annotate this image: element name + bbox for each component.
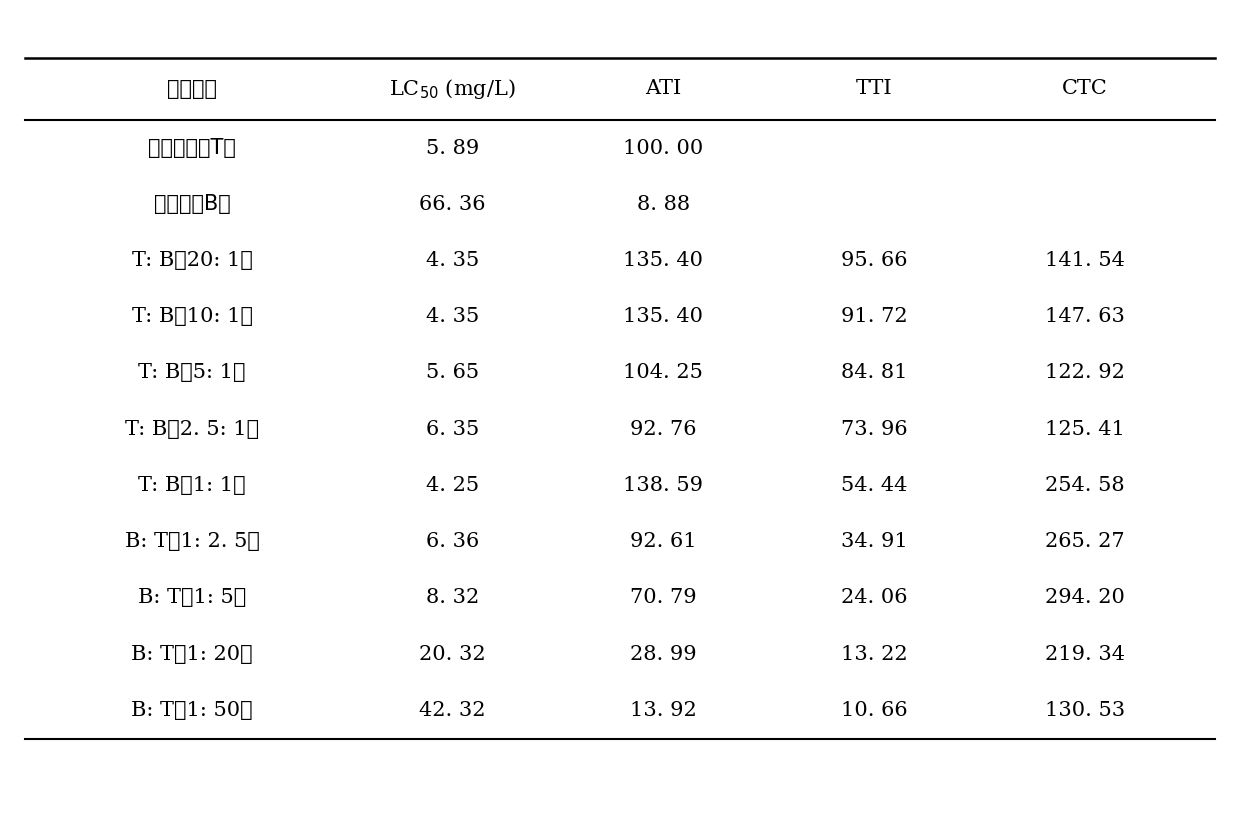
Text: T: B（5: 1）: T: B（5: 1） [139, 364, 246, 382]
Text: 70. 79: 70. 79 [630, 589, 697, 607]
Text: 丙渴磷（B）: 丙渴磷（B） [154, 194, 231, 214]
Text: T: B（1: 1）: T: B（1: 1） [139, 476, 246, 495]
Text: 130. 53: 130. 53 [1045, 701, 1125, 719]
Text: 135. 40: 135. 40 [624, 251, 703, 270]
Text: 20. 32: 20. 32 [419, 645, 486, 663]
Text: 42. 32: 42. 32 [419, 701, 486, 719]
Text: 6. 36: 6. 36 [427, 533, 479, 551]
Text: 5. 65: 5. 65 [427, 364, 479, 382]
Text: 104. 25: 104. 25 [624, 364, 703, 382]
Text: 5. 89: 5. 89 [427, 139, 479, 157]
Text: 122. 92: 122. 92 [1045, 364, 1125, 382]
Text: 10. 66: 10. 66 [841, 701, 908, 719]
Text: 138. 59: 138. 59 [624, 476, 703, 495]
Text: B: T（1: 5）: B: T（1: 5） [138, 589, 247, 607]
Text: 13. 92: 13. 92 [630, 701, 697, 719]
Text: 265. 27: 265. 27 [1045, 533, 1125, 551]
Text: 8. 88: 8. 88 [637, 195, 689, 213]
Text: 6. 35: 6. 35 [427, 420, 479, 438]
Text: 24. 06: 24. 06 [841, 589, 908, 607]
Text: 294. 20: 294. 20 [1045, 589, 1125, 607]
Text: 92. 61: 92. 61 [630, 533, 697, 551]
Text: T: B（20: 1）: T: B（20: 1） [131, 251, 253, 270]
Text: 66. 36: 66. 36 [419, 195, 486, 213]
Text: B: T（1: 50）: B: T（1: 50） [131, 701, 253, 719]
Text: T: B（10: 1）: T: B（10: 1） [131, 308, 253, 326]
Text: B: T（1: 20）: B: T（1: 20） [131, 645, 253, 663]
Text: T: B（2. 5: 1）: T: B（2. 5: 1） [125, 420, 259, 438]
Text: 125. 41: 125. 41 [1045, 420, 1125, 438]
Text: 141. 54: 141. 54 [1045, 251, 1125, 270]
Text: 4. 35: 4. 35 [427, 308, 479, 326]
Text: 100. 00: 100. 00 [624, 139, 703, 157]
Text: 135. 40: 135. 40 [624, 308, 703, 326]
Text: 95. 66: 95. 66 [841, 251, 908, 270]
Text: 84. 81: 84. 81 [841, 364, 908, 382]
Text: 54. 44: 54. 44 [841, 476, 908, 495]
Text: 13. 22: 13. 22 [841, 645, 908, 663]
Text: 34. 91: 34. 91 [841, 533, 908, 551]
Text: 92. 76: 92. 76 [630, 420, 697, 438]
Text: 254. 58: 254. 58 [1045, 476, 1125, 495]
Text: 4. 25: 4. 25 [427, 476, 479, 495]
Text: 4. 35: 4. 35 [427, 251, 479, 270]
Text: 91. 72: 91. 72 [841, 308, 908, 326]
Text: 8. 32: 8. 32 [427, 589, 479, 607]
Text: CTC: CTC [1063, 79, 1107, 98]
Text: 147. 63: 147. 63 [1045, 308, 1125, 326]
Text: 供试药剂: 供试药剂 [167, 79, 217, 99]
Text: 丁氟螨酯（T）: 丁氟螨酯（T） [149, 138, 236, 158]
Text: 73. 96: 73. 96 [841, 420, 908, 438]
Text: LC$_{50}$ (mg/L): LC$_{50}$ (mg/L) [389, 77, 516, 101]
Text: B: T（1: 2. 5）: B: T（1: 2. 5） [125, 533, 259, 551]
Text: ATI: ATI [645, 79, 682, 98]
Text: TTI: TTI [856, 79, 893, 98]
Text: 219. 34: 219. 34 [1045, 645, 1125, 663]
Text: 28. 99: 28. 99 [630, 645, 697, 663]
